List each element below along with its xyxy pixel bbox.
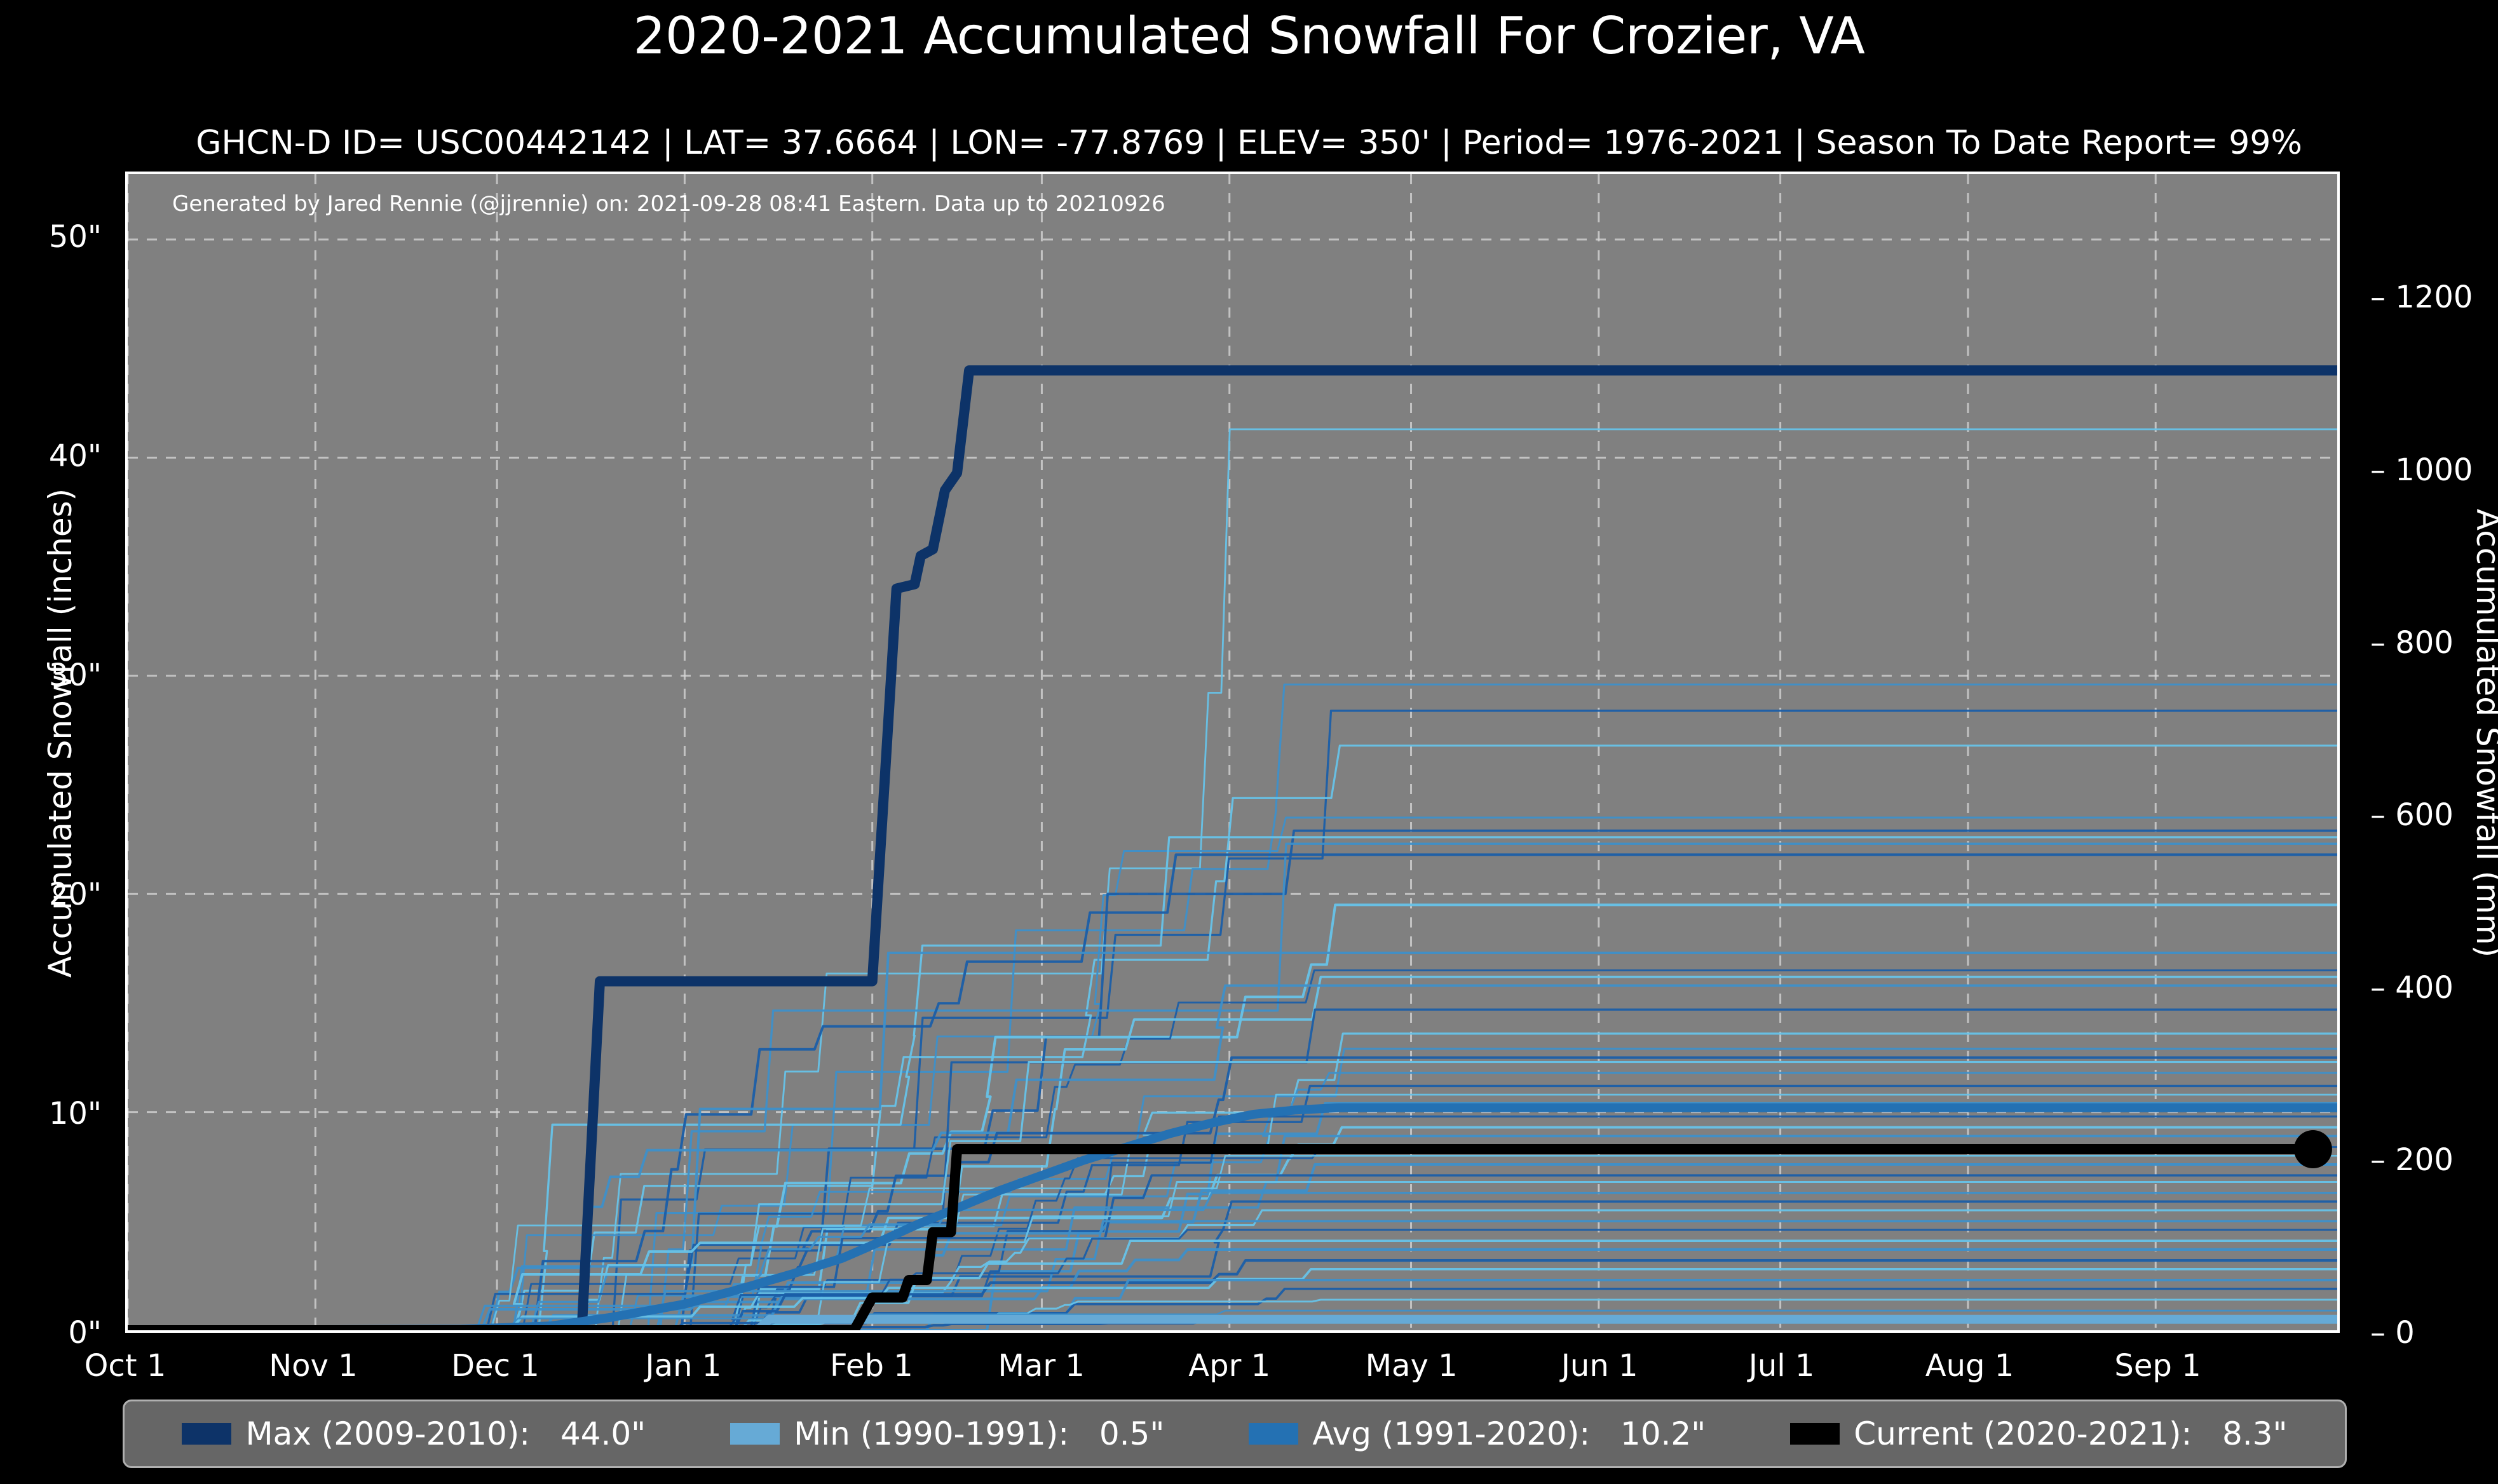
x-axis-tick: Oct 1 [84,1348,166,1384]
x-axis-tick: Nov 1 [269,1348,358,1384]
y-axis-right-tick: – 800 [2370,624,2454,661]
chart-svg [128,174,2337,1330]
main-series-lines [128,365,2337,1330]
legend-label: Current (2020-2021): 8.3" [1854,1415,2288,1452]
series-line [128,1314,2337,1330]
legend-color-swatch [182,1423,232,1445]
y-axis-left-tick: 40" [48,438,102,475]
legend-avg[interactable]: Avg (1991-2020): 10.2" [1249,1415,1706,1452]
legend-max[interactable]: Max (2009-2010): 44.0" [182,1415,646,1452]
chart-legend: Max (2009-2010): 44.0" Min (1990-1991): 0… [123,1400,2347,1468]
chart-plot-area: Generated by Jared Rennie (@jjrennie) on… [125,172,2340,1333]
legend-current[interactable]: Current (2020-2021): 8.3" [1790,1415,2288,1452]
historical-season-lines [128,428,2337,1330]
x-axis-tick: Dec 1 [451,1348,540,1384]
legend-label: Max (2009-2010): 44.0" [245,1415,646,1452]
y-axis-right-title: Accumulated Snowfall (mm) [2469,508,2498,958]
y-axis-left-tick: 30" [48,658,102,694]
series-line [128,1103,2337,1330]
legend-color-swatch [730,1423,780,1445]
y-axis-left-tick: 10" [48,1096,102,1132]
y-axis-right-tick: – 1200 [2370,280,2473,316]
series-line [128,1144,2318,1330]
current-value-marker [2293,1130,2332,1168]
series-line [128,365,2337,1330]
y-axis-right-tick: – 200 [2370,1142,2454,1178]
y-axis-right-tick: – 600 [2370,797,2454,833]
y-axis-right-tick: – 1000 [2370,452,2473,488]
x-axis-tick: May 1 [1365,1348,1458,1384]
x-axis-tick: Jul 1 [1748,1348,1815,1384]
page-title: 2020-2021 Accumulated Snowfall For Crozi… [633,6,1865,65]
y-axis-left-tick: 50" [48,219,102,255]
station-metadata-subtitle: GHCN-D ID= USC00442142 | LAT= 37.6664 | … [196,124,2302,162]
y-axis-right-tick: – 400 [2370,969,2454,1006]
x-axis-tick: Apr 1 [1188,1348,1271,1384]
generation-annotation: Generated by Jared Rennie (@jjrennie) on… [172,191,1165,217]
x-axis-tick: Aug 1 [1925,1348,2014,1384]
legend-label: Avg (1991-2020): 10.2" [1312,1415,1706,1452]
y-axis-right-tick: – 0 [2370,1315,2415,1351]
legend-color-swatch [1249,1423,1299,1445]
gridlines [128,174,2337,1330]
x-axis-tick: Mar 1 [998,1348,1085,1384]
x-axis-tick: Sep 1 [2114,1348,2201,1384]
legend-label: Min (1990-1991): 0.5" [794,1415,1165,1452]
legend-color-swatch [1790,1423,1840,1445]
x-axis-tick: Feb 1 [830,1348,913,1384]
x-axis-tick: Jan 1 [645,1348,722,1384]
legend-min[interactable]: Min (1990-1991): 0.5" [730,1415,1164,1452]
x-axis-tick: Jun 1 [1561,1348,1638,1384]
y-axis-left-title: Accumulated Snowfall (inches) [42,488,79,978]
y-axis-left-tick: 20" [48,877,102,913]
y-axis-left-tick: 0" [68,1315,102,1351]
